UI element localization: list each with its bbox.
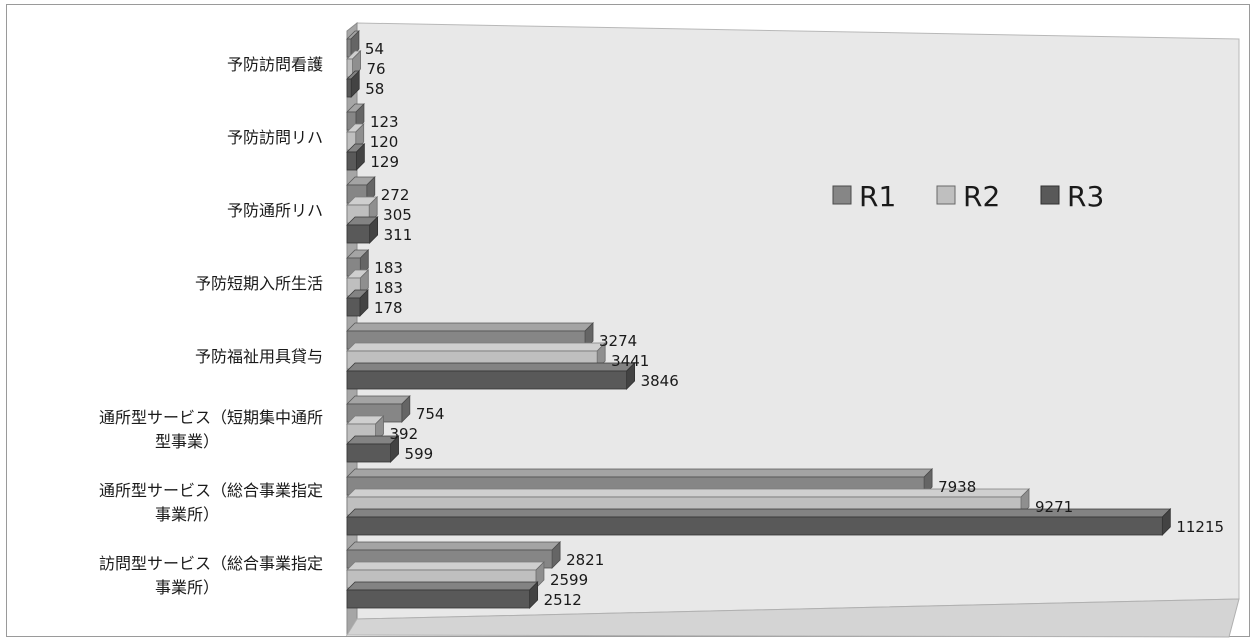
bar-R3-0 — [346, 70, 361, 98]
bar-front-face — [346, 224, 371, 244]
chart-bars — [346, 30, 1172, 609]
bar-top-face — [346, 342, 607, 352]
bar-top-face — [346, 322, 594, 332]
bar-top-face — [346, 468, 934, 478]
legend-item-R2: R2 — [936, 180, 1000, 213]
value-label-R2-2: 305 — [383, 206, 412, 224]
bar-top-face — [346, 395, 411, 405]
legend-swatch-R1 — [832, 185, 852, 205]
value-label-R3-7: 2512 — [544, 591, 582, 609]
category-labels: 予防訪問看護予防訪問リハ予防通所リハ予防短期入所生活予防福祉用具貸与通所型サービ… — [99, 55, 323, 597]
value-labels: 54 76 58 123 120 129 272 305 311 183 183 178 3274 344… — [365, 40, 1224, 609]
value-label-R3-3: 178 — [374, 299, 403, 317]
value-label-R2-3: 183 — [374, 279, 403, 297]
legend-label-R1: R1 — [859, 180, 896, 213]
legend-label-R3: R3 — [1067, 180, 1104, 213]
category-label-6: 通所型サービス（総合事業指定事業所） — [99, 481, 323, 524]
value-label-R3-0: 58 — [365, 80, 384, 98]
value-label-R2-6: 9271 — [1035, 498, 1073, 516]
bar-top-face — [346, 581, 539, 591]
bar-top-face — [346, 362, 636, 372]
chart-frame: 予防訪問看護 予防訪問リハ 予防通所リハ予防短期入所生活 予防福祉用具貸与通所型サービ… — [6, 4, 1250, 638]
bar-front-face — [346, 589, 531, 609]
chart-legend: R1 R2 R3 — [832, 180, 1104, 213]
value-label-R1-3: 183 — [374, 259, 403, 277]
value-label-R1-6: 7938 — [938, 478, 976, 496]
value-label-R1-1: 123 — [370, 113, 399, 131]
bar-front-face — [346, 151, 357, 171]
category-label-4: 予防福祉用具貸与 — [195, 347, 323, 366]
value-label-R3-2: 311 — [384, 226, 413, 244]
legend-swatch-R3 — [1040, 185, 1060, 205]
category-label-0: 予防訪問看護 — [227, 55, 323, 74]
value-label-R1-0: 54 — [365, 40, 384, 58]
plot-floor — [346, 598, 1240, 638]
legend-item-R1: R1 — [832, 180, 896, 213]
bar-R3-7 — [346, 581, 539, 609]
value-label-R3-4: 3846 — [641, 372, 679, 390]
bar-front-face — [346, 38, 352, 58]
bar-top-face — [346, 541, 562, 551]
value-label-R1-4: 3274 — [599, 332, 637, 350]
bar-top-face — [346, 561, 545, 571]
value-label-R1-5: 754 — [416, 405, 445, 423]
value-label-R1-7: 2821 — [566, 551, 604, 569]
value-label-R1-2: 272 — [381, 186, 410, 204]
bar-front-face — [346, 370, 628, 390]
bar-R1-1 — [346, 103, 365, 131]
bar-R3-6 — [346, 508, 1172, 536]
bar-R3-1 — [346, 143, 366, 171]
bar-front-face — [346, 443, 391, 463]
bar-R3-2 — [346, 216, 379, 244]
legend-label-R2: R2 — [963, 180, 1000, 213]
category-label-2: 予防通所リハ — [227, 201, 323, 220]
bar-R3-3 — [346, 289, 369, 317]
value-label-R2-0: 76 — [367, 60, 386, 78]
legend-item-R3: R3 — [1040, 180, 1104, 213]
value-label-R3-5: 599 — [405, 445, 434, 463]
bar-front-face — [346, 78, 352, 98]
bar-R2-1 — [346, 123, 365, 151]
bar-R2-2 — [346, 196, 379, 224]
value-label-R3-6: 11215 — [1176, 518, 1224, 536]
bar-R3-5 — [346, 435, 400, 463]
value-label-R3-1: 129 — [370, 153, 399, 171]
value-label-R2-7: 2599 — [550, 571, 588, 589]
bar-front-face — [346, 516, 1163, 536]
value-label-R2-4: 3441 — [611, 352, 649, 370]
category-label-3: 予防短期入所生活 — [195, 274, 323, 293]
bar-front-face — [346, 297, 361, 317]
category-label-7: 訪問型サービス（総合事業指定事業所） — [99, 554, 323, 597]
bar-chart: 予防訪問看護予防訪問リハ予防通所リハ予防短期入所生活予防福祉用具貸与通所型サービ… — [99, 21, 1240, 638]
category-label-1: 予防訪問リハ — [227, 128, 323, 147]
bar-top-face — [346, 488, 1030, 498]
value-label-R2-5: 392 — [389, 425, 418, 443]
bar-R3-4 — [346, 362, 636, 390]
bar-R2-3 — [346, 269, 370, 297]
category-label-5: 通所型サービス（短期集中通所型事業） — [99, 408, 323, 451]
value-label-R2-1: 120 — [370, 133, 399, 151]
legend-swatch-R2 — [936, 185, 956, 205]
bar-R1-5 — [346, 395, 411, 423]
